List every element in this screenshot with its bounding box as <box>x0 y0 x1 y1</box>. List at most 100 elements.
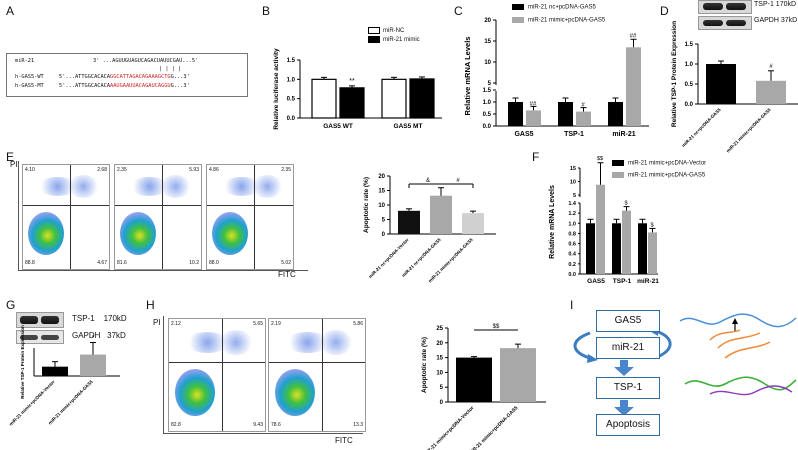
x-tick-label: GAS5 <box>587 278 605 285</box>
y-tick-label: 1.0 <box>568 221 576 227</box>
panel-label-i: I <box>570 298 574 312</box>
quadrant-lr: 13.3 <box>353 422 363 428</box>
y-axis-title: Relative mRNA Levels <box>549 185 556 259</box>
mir21-sequence: 3' ...AGUUGUAGUCAGACUAUUCGAU...5' <box>93 58 199 64</box>
y-tick-label: 0.4 <box>568 252 577 258</box>
y-tick-label: 1.0 <box>685 62 694 68</box>
y-tick-label: 1.5 <box>287 58 296 64</box>
y-tick-label: 5 <box>440 385 444 391</box>
significance-mark: $ <box>624 201 627 207</box>
y-tick-label: 1.2 <box>568 211 576 217</box>
bar <box>462 213 484 234</box>
bar <box>586 223 595 274</box>
blot-g-gapdh <box>16 330 64 344</box>
x-tick-label: miR-21 mimic+pcDNA-GAS5 <box>468 405 520 450</box>
quadrant-ll: 78.6 <box>271 422 281 428</box>
y-tick-label: 0.5 <box>287 97 296 103</box>
h-pi-label: PI <box>153 318 161 327</box>
chart-d-protein: 0.0 0.5 1.0 1.5 Relative TSP-1 Protein Expre… <box>671 21 798 154</box>
significance-mark: * <box>92 336 95 342</box>
bar <box>508 102 523 126</box>
quadrant-ul: 2.35 <box>117 167 127 173</box>
quadrant-ll: 81.6 <box>117 260 127 266</box>
bar <box>756 80 786 104</box>
y-tick-label: 0.5 <box>483 112 492 118</box>
x-tick-label: miR-21 mimic+pcDNA-GAS5 <box>725 107 772 154</box>
x-tick-label: miR-21 mimic+pcDNA-Vector <box>422 405 475 450</box>
x-tick-label: miR-21 nc+pcDNA-GAS5 <box>681 107 722 148</box>
quadrant-ur: 2.68 <box>97 167 107 173</box>
quadrant-ll: 88.8 <box>25 260 35 266</box>
y-axis-title: Apoptotic rate (%) <box>421 337 428 393</box>
chart-g-protein: Relative TSP-1 Protein Expression miR-21 … <box>8 325 120 427</box>
y-tick-label: 5 <box>573 193 576 199</box>
bar <box>596 184 605 274</box>
y-tick-label: 0.0 <box>483 124 492 130</box>
significance-mark: $ <box>650 222 653 228</box>
y-axis-title: Relative TSP-1 Protein Expression <box>671 21 678 127</box>
bar <box>612 223 621 274</box>
quadrant-ul: 4.10 <box>25 167 35 173</box>
bar <box>456 357 492 402</box>
bar <box>500 348 536 402</box>
panel-label-d: D <box>660 4 669 18</box>
y-tick-label: 0.8 <box>568 231 576 237</box>
x-tick-label: GAS5 MT <box>394 123 423 130</box>
significance-mark: # <box>581 103 585 109</box>
chart-h-apoptosis: 0 5 10 15 20 25 Apoptotic rate (%) miR-21 mimic… <box>421 324 546 450</box>
bar <box>339 87 365 119</box>
mir21-label: miR-21 <box>15 58 35 64</box>
flow-plot-e-2: 2.35 5.93 81.6 10.2 <box>114 164 202 270</box>
quadrant-ll: 82.8 <box>171 422 181 428</box>
bar <box>576 111 591 126</box>
quadrant-lr: 4.67 <box>97 260 107 266</box>
y-axis-title: Relative TSP-1 Protein Expression <box>20 325 25 399</box>
bar <box>526 110 541 126</box>
panel-label-a: A <box>6 4 15 18</box>
panel-label-g: G <box>6 298 16 312</box>
sequence-alignment-box: miR-21 3' ...AGUUGUAGUCAGACUAUUCGAU...5'… <box>6 53 248 97</box>
significance-mark: & <box>426 178 430 184</box>
bar <box>648 232 657 274</box>
node-apoptosis: Apoptosis <box>596 414 660 436</box>
significance-mark: # <box>456 178 460 184</box>
quadrant-ll: 88.0 <box>209 260 219 266</box>
node-mir21: miR-21 <box>596 337 660 359</box>
quadrant-ul: 2.12 <box>171 321 181 327</box>
y-tick-label: 0 <box>440 400 444 406</box>
chart-b-luciferase: 0.0 0.5 1.0 1.5 Relative luciferase activity… <box>273 48 442 130</box>
y-tick-label: 20 <box>378 174 385 180</box>
y-tick-label: 10 <box>378 203 385 209</box>
bar <box>398 210 420 234</box>
significance-mark: $$ <box>493 324 500 330</box>
panel-label-h: H <box>146 298 155 312</box>
bar <box>608 102 623 126</box>
significance-mark: # <box>769 64 773 70</box>
blot-d-gapdh-label: GAPDH 37kD <box>754 17 798 24</box>
legend-c-2: miR-21 mimic+pcDNA-GAS5 <box>512 17 605 24</box>
pairing-lines: | | | | <box>159 66 182 72</box>
x-tick-label: miR-21 mimic+pcDNA-GAS5 <box>47 379 94 426</box>
y-tick-label: 10 <box>484 60 491 66</box>
quadrant-lr: 9.43 <box>253 422 263 428</box>
blot-d-tsp1 <box>698 0 752 14</box>
y-tick-label: 0.2 <box>568 262 576 268</box>
x-tick-label: miR-21 <box>637 278 659 285</box>
panel-label-b: B <box>262 4 271 18</box>
x-tick-label: GAS5 WT <box>323 123 353 130</box>
significance-mark: ** <box>349 78 355 85</box>
y-tick-label: 5 <box>382 218 386 224</box>
x-tick-label: TSP-1 <box>564 131 584 138</box>
panel-label-e: E <box>6 150 15 164</box>
flow-plot-h-2: 2.19 5.86 78.6 13.3 <box>268 318 366 432</box>
quadrant-ul: 2.19 <box>271 321 281 327</box>
y-tick-label: 25 <box>436 326 443 332</box>
h-fitc-label: FITC <box>335 436 353 445</box>
legend-c-1: miR-21 nc+pcDNA-GAS5 <box>512 4 596 11</box>
quadrant-lr: 10.2 <box>189 260 199 266</box>
node-gas5: GAS5 <box>596 310 660 332</box>
blot-g-gapdh-label: GAPDH 37kD <box>72 331 126 340</box>
panel-label-c: C <box>454 4 463 18</box>
y-tick-label: 0.0 <box>568 272 576 278</box>
panel-label-f: F <box>532 150 540 164</box>
